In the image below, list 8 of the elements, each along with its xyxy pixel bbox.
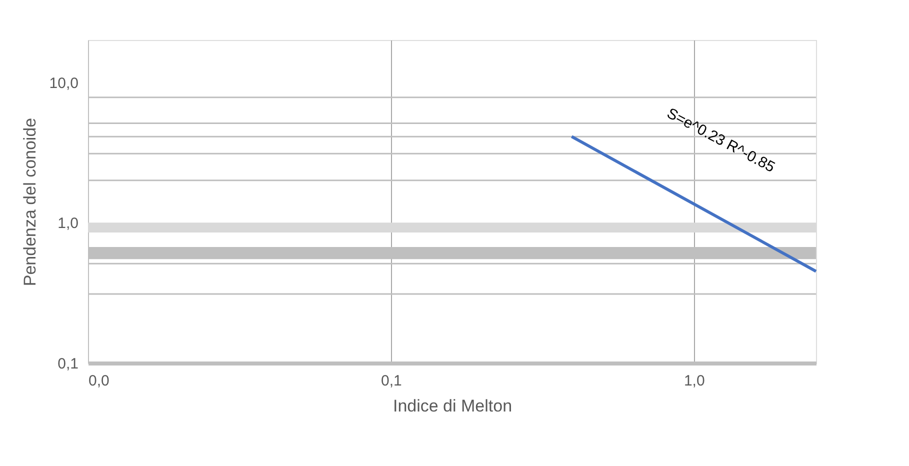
x-axis-title: Indice di Melton [392, 396, 512, 416]
x-tick-label: 1,0 [684, 372, 705, 390]
y-tick-label: 1,0 [58, 215, 78, 232]
y-axis-title: Pendenza del conoide [20, 118, 40, 286]
x-tick-label: 0,1 [381, 372, 402, 390]
x-tick-label: 0,0 [88, 372, 110, 390]
y-tick-label: 0,1 [58, 356, 78, 372]
y-tick-label: 10,0 [49, 74, 78, 92]
